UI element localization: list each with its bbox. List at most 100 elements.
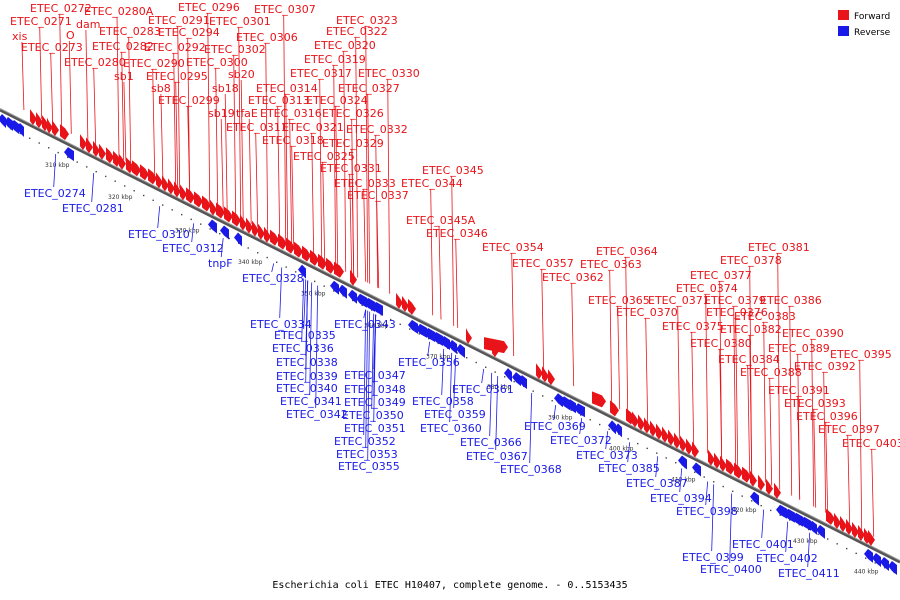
tick-dots <box>10 128 895 574</box>
forward-leader-line <box>625 256 629 414</box>
tick-dot <box>513 380 515 383</box>
tick-label: 350 kbp <box>301 291 326 298</box>
tick-dot <box>532 390 534 392</box>
reverse-gene-arrow <box>880 556 889 571</box>
reverse-leader-line <box>705 481 709 506</box>
tick-dot <box>656 452 658 454</box>
forward-gene-arrow <box>840 515 847 532</box>
tick-dot <box>808 528 810 531</box>
forward-leader-line <box>825 421 829 514</box>
reverse-gene-arrow <box>792 512 803 527</box>
forward-gene-arrow <box>680 435 687 452</box>
forward-gene-arrow <box>258 223 265 240</box>
legend-forward-label: Forward <box>854 12 890 22</box>
reverse-gene-label: ETEC_0310 <box>128 228 190 241</box>
forward-gene-arrow <box>742 466 751 483</box>
forward-gene-arrow <box>180 184 187 201</box>
reverse-gene-label: ETEC_0402 <box>756 552 818 565</box>
tick-dot <box>485 366 487 368</box>
forward-gene-arrow <box>194 191 203 208</box>
forward-leader-line <box>335 105 339 268</box>
reverse-leader-line <box>453 354 457 409</box>
reverse-gene-label: ETEC_0340 <box>276 382 338 395</box>
reverse-leader-line <box>679 468 683 493</box>
reverse-gene-label: ETEC_0352 <box>334 435 396 448</box>
forward-leader-line <box>343 50 347 272</box>
forward-leader-line <box>609 269 613 406</box>
forward-gene-arrow <box>758 474 765 491</box>
tick-dot <box>504 376 506 378</box>
forward-gene-label: ETEC_0377 <box>690 269 752 282</box>
reverse-gene-label: ETEC_0356 <box>398 356 460 369</box>
forward-gene-label: ETEC_0306 <box>236 31 298 44</box>
forward-leader-line <box>123 81 127 162</box>
forward-leader-line <box>39 26 43 119</box>
forward-leader-line <box>175 81 179 188</box>
forward-leader-line <box>769 377 773 486</box>
forward-gene-label: ETEC_0324 <box>306 94 368 107</box>
reverse-gene-label: ETEC_0281 <box>62 202 124 215</box>
tick-dot <box>646 447 648 450</box>
forward-gene-arrow <box>326 257 335 274</box>
reverse-leader-line <box>309 282 313 396</box>
legend-reverse-label: Reverse <box>854 28 891 38</box>
tick-dot <box>57 151 59 154</box>
forward-gene-label: ETEC_0376 <box>706 306 768 319</box>
tick-dot <box>722 485 724 488</box>
forward-gene-arrow <box>278 233 287 250</box>
forward-leader-line <box>691 331 695 447</box>
reverse-gene-arrow <box>614 423 622 438</box>
forward-gene-arrow <box>156 172 163 189</box>
reverse-leader-line <box>373 314 377 423</box>
forward-gene-label: ETEC_0381 <box>748 241 810 254</box>
reverse-leader-line <box>785 521 789 553</box>
reverse-gene-arrow <box>16 123 24 138</box>
reverse-gene-label: ETEC_0339 <box>276 370 338 383</box>
forward-gene-arrow <box>162 175 169 192</box>
forward-leader-line <box>430 188 434 316</box>
forward-leader-line <box>285 93 289 243</box>
forward-gene-arrow <box>168 178 175 195</box>
forward-leader-line <box>367 93 371 284</box>
tick-dot <box>437 342 439 345</box>
forward-gene-arrow <box>484 337 508 354</box>
reverse-leader-line <box>605 431 609 450</box>
tick-dot <box>152 199 154 201</box>
forward-gene-arrow <box>834 512 841 529</box>
forward-gene-label: ETEC_0272 <box>30 2 92 15</box>
tick-dot <box>675 462 677 464</box>
tick-dot <box>475 361 477 364</box>
forward-gene-arrow <box>47 117 53 134</box>
tick-dot <box>703 476 705 478</box>
forward-gene-label: ETEC_0282 <box>92 40 154 53</box>
forward-gene-label: ETEC_0383 <box>734 310 796 323</box>
forward-gene-label: ETEC_0301 <box>209 15 271 28</box>
forward-gene-arrow <box>408 298 416 315</box>
reverse-gene-arrow <box>888 560 897 575</box>
reverse-gene-arrow <box>678 455 687 470</box>
reverse-gene-label: ETEC_0355 <box>338 460 400 473</box>
forward-gene-label: ETEC_0365 <box>588 294 650 307</box>
forward-gene-label: ETEC_0379 <box>704 294 766 307</box>
reverse-leader-line <box>489 372 493 437</box>
forward-gene-arrow <box>60 124 69 141</box>
tick-dot <box>133 190 135 192</box>
forward-gene-arrow <box>674 432 681 449</box>
forward-gene-label: ETEC_0375 <box>662 320 724 333</box>
forward-gene-label: ETEC_0325 <box>293 150 355 163</box>
forward-gene-label: ETEC_0322 <box>326 25 388 38</box>
forward-leader-line <box>719 348 723 461</box>
tick-dot <box>247 247 249 249</box>
forward-leader-line <box>277 105 281 239</box>
reverse-gene-arrow <box>784 508 795 523</box>
genome-backbone-highlight <box>0 108 900 561</box>
reverse-leader-line <box>220 238 224 258</box>
reverse-gene-arrow <box>356 293 367 308</box>
tick-dot <box>494 371 496 373</box>
forward-gene-label: ETEC_0357 <box>512 257 574 270</box>
reverse-leader-line <box>365 310 369 449</box>
reverse-leader-line <box>191 223 195 243</box>
forward-gene-label: sb1 <box>114 70 134 83</box>
reverse-gene-label: ETEC_0367 <box>466 450 528 463</box>
tick-dot <box>760 504 762 507</box>
